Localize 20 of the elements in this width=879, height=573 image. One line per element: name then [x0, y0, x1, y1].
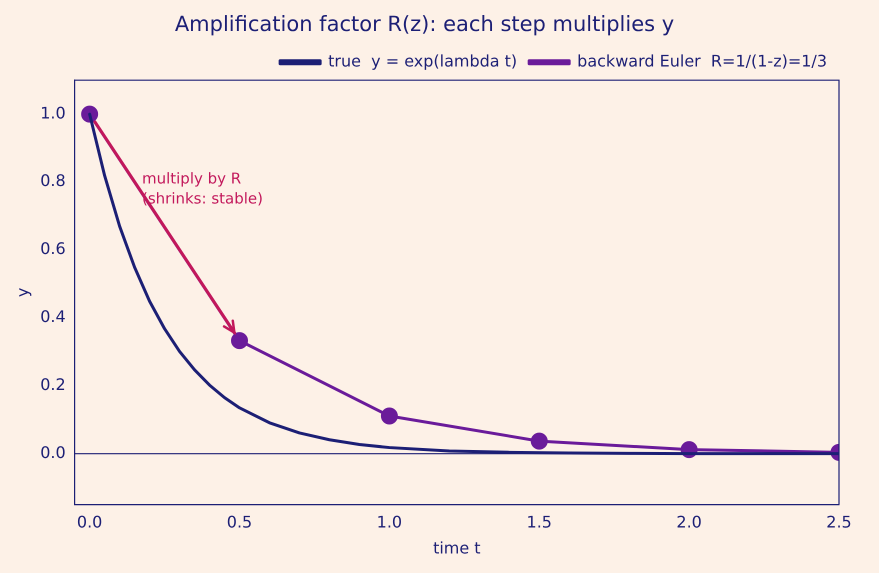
x-tick-label: 1.5: [526, 512, 552, 532]
y-axis-title: y: [12, 288, 32, 298]
y-tick-label: 0.4: [40, 307, 66, 326]
y-tick-label: 0.6: [40, 239, 66, 258]
point: [380, 407, 398, 424]
y-tick-label: 1.0: [40, 103, 66, 122]
x-tick-label: 0.0: [76, 512, 102, 532]
point: [231, 332, 248, 350]
x-tick-label: 2.0: [676, 512, 702, 532]
x-tick-label: 1.0: [376, 512, 402, 532]
y-tick-label: 0.8: [40, 171, 66, 190]
x-tick-label: 2.5: [826, 512, 852, 532]
y-tick-label: 0.2: [40, 374, 66, 394]
chart-title: Amplification factor R(z): each step multiplies y: [174, 12, 674, 36]
legend-label: backward Euler R=1/(1-z)=1/3: [577, 51, 827, 70]
legend-label: true y = exp(lambda t): [328, 51, 518, 70]
y-tick-label: 0.0: [40, 442, 66, 462]
x-axis-title: time t: [433, 538, 481, 558]
point: [530, 432, 548, 450]
x-tick-label: 0.5: [226, 512, 252, 532]
